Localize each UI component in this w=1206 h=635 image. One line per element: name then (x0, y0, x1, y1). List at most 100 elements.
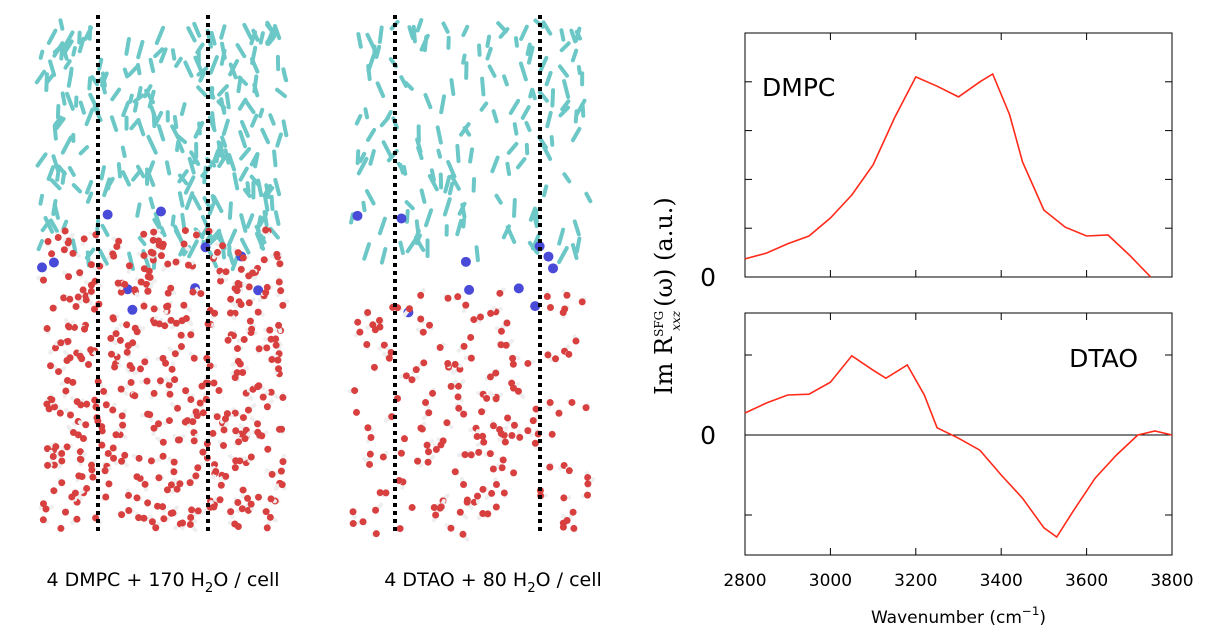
oxygen (149, 249, 157, 257)
oxygen (479, 485, 487, 493)
oxygen (524, 427, 532, 435)
tail-bond (66, 71, 74, 88)
oxygen (125, 491, 133, 499)
tail-bond (265, 27, 276, 46)
oxygen (187, 513, 195, 521)
oxygen (486, 450, 494, 458)
tail-bond (34, 69, 47, 85)
oxygen (516, 433, 524, 441)
nitrogen (155, 206, 166, 217)
tail-bond (423, 93, 433, 110)
tail-bond (524, 120, 532, 133)
y-label-sub: xxz (669, 310, 683, 331)
tail-bond (355, 149, 361, 166)
oxygen (379, 453, 387, 461)
oxygen (141, 480, 149, 488)
oxygen (395, 476, 403, 484)
caption-sub: 2 (527, 581, 535, 596)
nitrogen (543, 251, 554, 262)
oxygen (105, 480, 113, 488)
tail-bond (541, 20, 553, 36)
tail-bond (550, 88, 556, 108)
oxygen (60, 246, 68, 254)
tail-bond (217, 152, 229, 169)
tail-bond (457, 201, 467, 216)
caption-text: 4 DTAO + 80 H (384, 569, 527, 591)
tail-bond (268, 113, 276, 126)
tail-bond (243, 98, 256, 115)
oxygen (510, 421, 518, 429)
oxygen (372, 530, 380, 538)
oxygen (109, 444, 117, 452)
oxygen (231, 464, 239, 472)
oxygen (266, 326, 274, 334)
tail-bond (237, 75, 249, 87)
tail-bond (258, 31, 265, 45)
oxygen (432, 445, 440, 453)
oxygen (247, 500, 255, 508)
oxygen (417, 424, 425, 432)
oxygen (74, 293, 82, 301)
oxygen (262, 226, 270, 234)
oxygen (51, 344, 59, 352)
tail-bond (366, 63, 372, 82)
tail-bond (498, 27, 510, 39)
oxygen (414, 457, 422, 465)
tail-bond (537, 90, 550, 103)
tail-bond (220, 135, 228, 148)
oxygen (112, 330, 120, 338)
oxygen (172, 319, 180, 327)
tail-bond (446, 160, 457, 179)
oxygen (71, 323, 79, 331)
oxygen (140, 230, 148, 238)
oxygen (168, 365, 176, 373)
tail-bond (43, 216, 55, 234)
tail-bond (51, 199, 58, 216)
tail-bond (562, 172, 572, 184)
oxygen (277, 287, 285, 295)
tail-bond (60, 135, 73, 155)
oxygen (199, 448, 207, 456)
tail-bond (485, 46, 493, 61)
oxygen (501, 438, 509, 446)
tail-bond (227, 152, 237, 172)
tail-bond (67, 166, 76, 177)
oxygen (107, 350, 115, 358)
oxygen (424, 458, 432, 466)
oxygen (245, 283, 253, 291)
tail-bond (63, 59, 72, 70)
oxygen (98, 427, 106, 435)
oxygen (145, 267, 153, 275)
oxygen (165, 381, 173, 389)
oxygen (531, 439, 539, 447)
tail-bond (120, 145, 127, 158)
tail-bond (245, 213, 255, 229)
oxygen (165, 417, 173, 425)
oxygen (39, 516, 47, 524)
oxygen (89, 473, 97, 481)
oxygen (274, 356, 282, 364)
tail-bond (487, 64, 497, 78)
tail-bond (219, 97, 227, 115)
x-tick-label: 3000 (809, 571, 852, 591)
tail-bond (210, 194, 217, 206)
oxygen (181, 227, 189, 235)
x-tick-label: 3600 (1065, 571, 1108, 591)
caption: 4 DTAO + 80 H2O / cell (384, 569, 602, 596)
oxygen (548, 430, 556, 438)
oxygen (161, 322, 169, 330)
oxygen (54, 233, 62, 241)
oxygen (188, 506, 196, 514)
caption-rest: O / cell (213, 569, 279, 591)
tail-bond (415, 18, 424, 33)
oxygen (77, 456, 85, 464)
tail-bond (153, 47, 165, 59)
oxygen (219, 442, 227, 450)
oxygen (118, 511, 126, 519)
oxygen (63, 443, 71, 451)
oxygen (254, 420, 262, 428)
oxygen (131, 286, 139, 294)
tail-bond (443, 175, 452, 194)
oxygen (510, 469, 518, 477)
